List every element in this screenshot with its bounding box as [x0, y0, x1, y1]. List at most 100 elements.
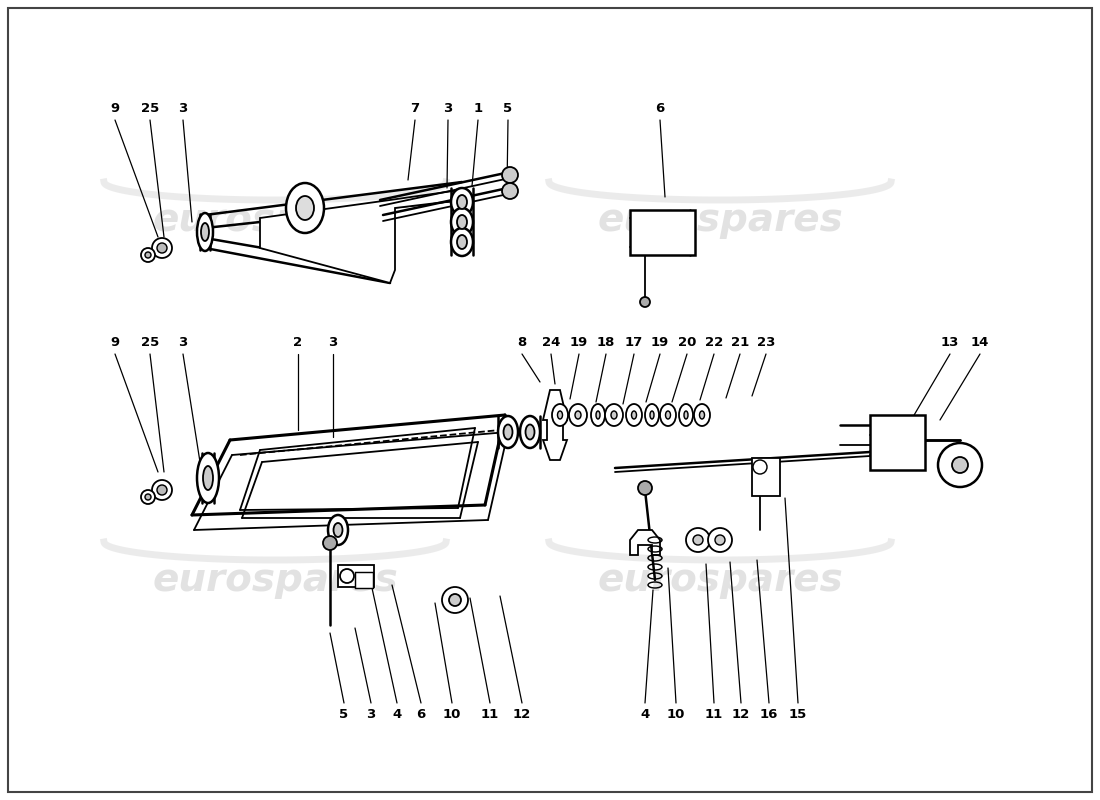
Text: 12: 12 — [513, 709, 531, 722]
Text: 4: 4 — [393, 709, 402, 722]
Text: 6: 6 — [656, 102, 664, 114]
Text: 2: 2 — [294, 335, 302, 349]
Circle shape — [141, 490, 155, 504]
Text: 13: 13 — [940, 335, 959, 349]
Text: 25: 25 — [141, 335, 160, 349]
Text: 20: 20 — [678, 335, 696, 349]
Ellipse shape — [504, 425, 513, 439]
Text: 5: 5 — [504, 102, 513, 114]
Text: 21: 21 — [730, 335, 749, 349]
Text: 14: 14 — [971, 335, 989, 349]
Ellipse shape — [451, 228, 473, 256]
Bar — [338, 565, 374, 587]
Text: 3: 3 — [178, 102, 188, 114]
Circle shape — [323, 536, 337, 550]
Ellipse shape — [328, 515, 348, 545]
Ellipse shape — [286, 183, 324, 233]
Circle shape — [708, 528, 732, 552]
Ellipse shape — [666, 411, 671, 419]
Text: eurospares: eurospares — [152, 201, 398, 239]
Ellipse shape — [201, 223, 209, 241]
Ellipse shape — [451, 208, 473, 236]
Circle shape — [502, 183, 518, 199]
Text: 8: 8 — [517, 335, 527, 349]
Circle shape — [715, 535, 725, 545]
Text: 12: 12 — [732, 709, 750, 722]
Ellipse shape — [645, 404, 659, 426]
Circle shape — [145, 252, 151, 258]
Text: 24: 24 — [542, 335, 560, 349]
Text: 19: 19 — [651, 335, 669, 349]
Circle shape — [449, 594, 461, 606]
Text: eurospares: eurospares — [597, 201, 843, 239]
Text: 3: 3 — [366, 709, 375, 722]
Circle shape — [152, 238, 172, 258]
Ellipse shape — [591, 404, 605, 426]
Ellipse shape — [569, 404, 587, 426]
Ellipse shape — [575, 411, 581, 419]
Text: eurospares: eurospares — [597, 561, 843, 599]
Ellipse shape — [605, 404, 623, 426]
Circle shape — [157, 243, 167, 253]
Text: 1: 1 — [473, 102, 483, 114]
Polygon shape — [630, 530, 660, 555]
Text: 22: 22 — [705, 335, 723, 349]
Ellipse shape — [610, 411, 617, 419]
Circle shape — [638, 481, 652, 495]
Ellipse shape — [694, 404, 710, 426]
Text: 16: 16 — [760, 709, 778, 722]
Circle shape — [686, 528, 710, 552]
Text: 17: 17 — [625, 335, 644, 349]
Ellipse shape — [197, 453, 219, 503]
Text: 7: 7 — [410, 102, 419, 114]
Circle shape — [502, 167, 518, 183]
Text: 3: 3 — [443, 102, 452, 114]
Text: 18: 18 — [597, 335, 615, 349]
Ellipse shape — [596, 411, 600, 419]
Text: 4: 4 — [640, 709, 650, 722]
Polygon shape — [260, 190, 462, 283]
Text: 25: 25 — [141, 102, 160, 114]
Circle shape — [938, 443, 982, 487]
Text: 19: 19 — [570, 335, 589, 349]
Ellipse shape — [660, 404, 676, 426]
Ellipse shape — [296, 196, 314, 220]
Text: 9: 9 — [110, 335, 120, 349]
Text: 3: 3 — [178, 335, 188, 349]
Ellipse shape — [456, 215, 468, 229]
Ellipse shape — [333, 523, 342, 537]
Polygon shape — [543, 390, 566, 460]
Ellipse shape — [197, 213, 213, 251]
Ellipse shape — [631, 411, 637, 419]
Ellipse shape — [679, 404, 693, 426]
Circle shape — [141, 248, 155, 262]
Text: 11: 11 — [705, 709, 723, 722]
Circle shape — [145, 494, 151, 500]
Text: 5: 5 — [340, 709, 349, 722]
Text: 3: 3 — [329, 335, 338, 349]
Circle shape — [640, 297, 650, 307]
Ellipse shape — [498, 416, 518, 448]
Ellipse shape — [552, 404, 568, 426]
Circle shape — [952, 457, 968, 473]
Circle shape — [157, 485, 167, 495]
Bar — [355, 572, 373, 588]
Text: 10: 10 — [443, 709, 461, 722]
Ellipse shape — [526, 425, 535, 439]
Circle shape — [152, 480, 172, 500]
Ellipse shape — [456, 195, 468, 209]
Circle shape — [442, 587, 468, 613]
Ellipse shape — [456, 235, 468, 249]
Ellipse shape — [204, 466, 213, 490]
Text: eurospares: eurospares — [152, 561, 398, 599]
Ellipse shape — [684, 411, 688, 419]
Text: 6: 6 — [417, 709, 426, 722]
Ellipse shape — [558, 411, 562, 419]
Ellipse shape — [451, 188, 473, 216]
Ellipse shape — [520, 416, 540, 448]
Text: 15: 15 — [789, 709, 807, 722]
Text: 9: 9 — [110, 102, 120, 114]
Ellipse shape — [700, 411, 704, 419]
Bar — [630, 210, 695, 255]
Circle shape — [693, 535, 703, 545]
